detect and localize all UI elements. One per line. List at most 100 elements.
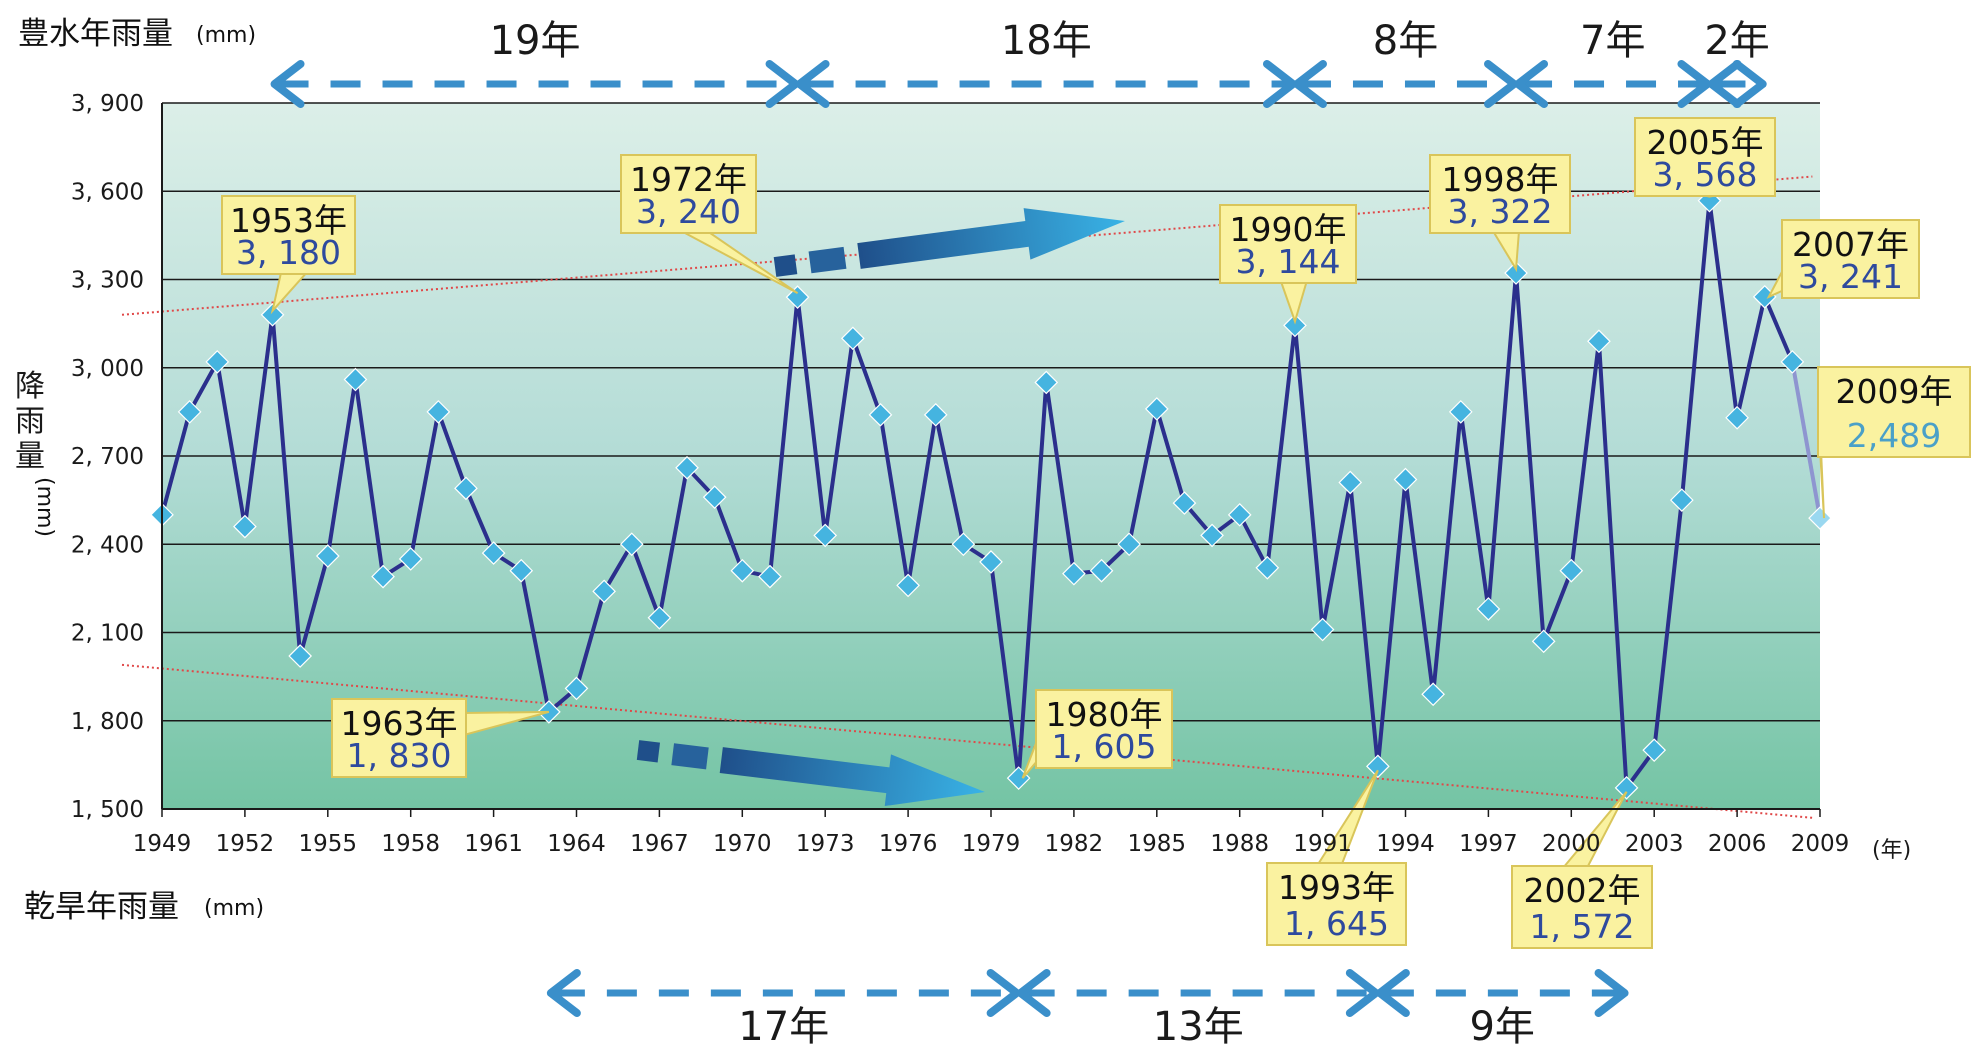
data-point [1144,397,1169,421]
x-tick-label: 1982 [1045,831,1104,857]
data-point [1310,617,1335,642]
arrowhead [795,60,830,108]
data-point [509,558,534,583]
arrowhead [1375,969,1410,1017]
data-point [1448,400,1473,424]
y-axis-unit: (mm) [32,477,57,537]
x-tick-label: 1997 [1459,831,1518,857]
wet-year-unit: (mm) [196,23,256,48]
callout-2009: 2009年 2,489 [1817,366,1971,519]
callout-box [1266,862,1407,946]
callout-year: 2009年 [1836,372,1953,411]
data-point [1062,561,1086,586]
y-tick-label: 2, 400 [71,532,144,558]
arrowhead [1594,969,1629,1017]
y-axis-title-char: 量 [15,439,45,474]
data-point [840,326,865,351]
callout-value: 3, 241 [1798,257,1903,296]
interval-label: 17年 [738,1004,829,1050]
interval-label: 2年 [1704,18,1769,64]
interval-label: 9年 [1469,1004,1534,1050]
data-point [481,541,506,565]
rainfall-2009-segment [1790,361,1822,519]
x-tick-label: 1979 [962,831,1021,857]
callout-year: 1993年 [1278,868,1395,907]
data-point [426,400,451,424]
arrowhead [1707,60,1742,108]
callout-value: 3, 568 [1653,155,1758,194]
data-point [288,644,313,668]
callout-year: 1998年 [1442,160,1559,199]
callout-year: 1972年 [630,160,747,199]
falling-trend-arrow [636,740,985,807]
data-point [1255,555,1280,580]
interval-bottom_intervals-1: 13年 [1016,969,1380,1050]
x-tick-label: 1994 [1376,831,1435,857]
callout-year: 2005年 [1647,123,1764,162]
data-point [730,558,755,583]
interval-top_intervals-2: 8年 [1292,18,1519,108]
y-tick-label: 1, 800 [71,709,144,735]
y-tick-label: 2, 100 [71,621,144,647]
x-tick-label: 1955 [299,831,358,857]
data-point [1366,754,1390,779]
data-point [1476,597,1501,621]
arrowhead [1514,60,1549,108]
callout-year: 1963年 [341,704,458,743]
y-tick-label: 1, 500 [71,797,144,823]
callout-value: 3, 144 [1236,242,1341,281]
data-point [1642,738,1667,763]
arrowhead [270,60,305,108]
data-point [1421,682,1445,707]
interval-top_intervals-3: 7年 [1514,18,1712,108]
data-point [343,367,368,392]
dry-year-unit: (mm) [204,896,264,921]
callout-box [1817,366,1971,458]
data-point [177,400,202,424]
x-tick-label: 1988 [1210,831,1269,857]
data-point [1559,558,1584,583]
data-point [1725,405,1749,430]
data-point [702,485,727,510]
y-tick-label: 3, 000 [71,356,144,382]
callout-value: 2,489 [1847,416,1941,455]
data-point [315,544,340,568]
data-point [371,564,395,589]
arrowhead [1016,969,1051,1017]
x-tick-label: 1967 [630,831,689,857]
data-point [1780,350,1805,374]
callout-box [1634,117,1776,197]
interval-top_intervals-0: 19年 [270,18,800,108]
data-point [1034,370,1059,395]
callout-value: 3, 322 [1448,192,1553,231]
data-point [979,550,1003,574]
interval-top_intervals-1: 18年 [795,18,1297,108]
x-unit-label: (年) [1872,838,1911,863]
data-point [896,573,920,598]
data-point [1614,775,1639,800]
data-point [923,402,948,427]
interval-label: 19年 [490,18,581,64]
data-point [205,350,230,374]
rising-trend-arrow [773,208,1126,277]
data-point [398,547,423,571]
data-point [1283,313,1307,338]
callout-year: 1953年 [230,201,347,240]
x-tick-label: 2000 [1542,831,1601,857]
data-point [868,402,893,427]
callout-value: 1, 645 [1284,904,1389,943]
callout-value: 1, 572 [1530,907,1635,946]
x-tick-label: 2006 [1708,831,1767,857]
data-point [675,455,699,480]
data-point [1669,488,1694,512]
data-point [758,564,782,589]
callout-box [1429,154,1571,234]
